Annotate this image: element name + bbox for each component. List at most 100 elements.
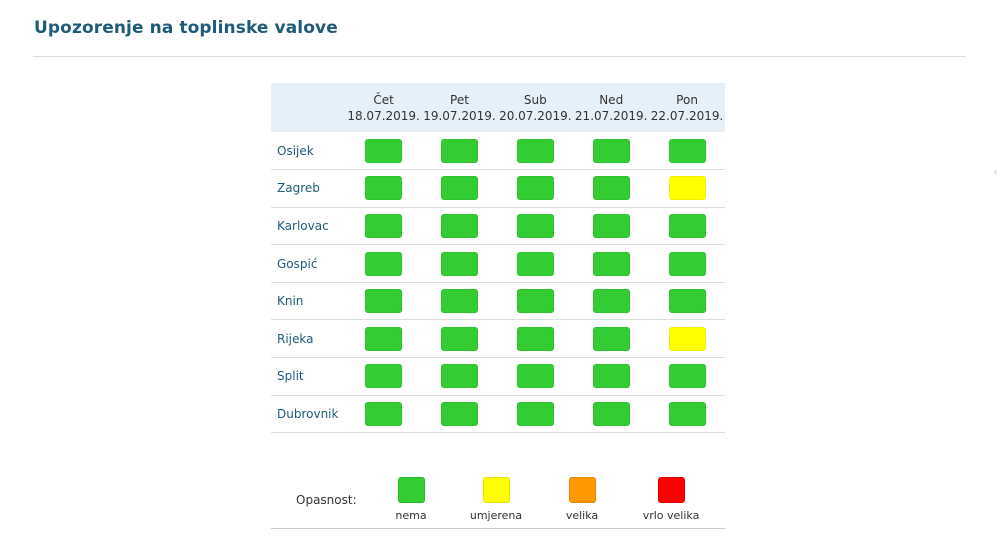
day-date: 18.07.2019. bbox=[347, 108, 420, 123]
day-header: Čet 18.07.2019. bbox=[346, 83, 422, 132]
warning-level-indicator bbox=[516, 326, 554, 351]
legend-item-vrlo-velika: vrlo velika bbox=[631, 477, 711, 522]
table-row: Zagreb bbox=[271, 170, 725, 208]
warning-cell bbox=[346, 207, 422, 245]
warning-cell bbox=[573, 207, 649, 245]
legend-text: vrlo velika bbox=[642, 509, 700, 522]
warning-level-indicator bbox=[668, 251, 706, 276]
table-corner-cell bbox=[271, 83, 346, 132]
day-name: Pet bbox=[450, 92, 469, 107]
warning-level-indicator bbox=[668, 138, 706, 163]
warning-level-indicator bbox=[592, 289, 630, 314]
warning-cell bbox=[346, 132, 422, 170]
warning-level-indicator bbox=[592, 251, 630, 276]
warning-cell bbox=[346, 395, 422, 433]
day-header: Pon 22.07.2019. bbox=[649, 83, 725, 132]
warning-cell bbox=[497, 395, 573, 433]
warning-cell bbox=[497, 132, 573, 170]
warning-cell bbox=[346, 282, 422, 320]
warning-level-indicator bbox=[668, 176, 706, 201]
warning-cell bbox=[573, 132, 649, 170]
legend-label: Opasnost: bbox=[296, 493, 357, 507]
legend-item-nema: nema bbox=[371, 477, 451, 522]
warning-cell bbox=[422, 132, 498, 170]
day-name: Ned bbox=[599, 92, 624, 107]
legend-item-velika: velika bbox=[542, 477, 622, 522]
warning-cell bbox=[346, 320, 422, 358]
city-name: Osijek bbox=[277, 143, 314, 158]
warning-cell bbox=[649, 320, 725, 358]
warning-level-indicator bbox=[365, 364, 403, 389]
warning-cell bbox=[573, 245, 649, 283]
warning-level-indicator bbox=[668, 401, 706, 426]
day-date: 21.07.2019. bbox=[574, 108, 648, 123]
warning-level-indicator bbox=[440, 138, 478, 163]
legend-text: velika bbox=[565, 509, 599, 522]
table-row: Rijeka bbox=[271, 320, 725, 358]
table-row: Knin bbox=[271, 282, 725, 320]
table-header-row: Čet 18.07.2019. Pet 19.07.2019. Sub 20.0… bbox=[271, 83, 725, 132]
day-name: Sub bbox=[523, 92, 547, 107]
warning-cell bbox=[649, 245, 725, 283]
warning-level-indicator bbox=[516, 364, 554, 389]
warning-level-indicator bbox=[516, 213, 554, 238]
warning-cell bbox=[346, 245, 422, 283]
legend-swatch bbox=[482, 477, 510, 503]
warning-level-indicator bbox=[440, 251, 478, 276]
warning-cell bbox=[422, 170, 498, 208]
city-name: Split bbox=[277, 369, 304, 384]
warning-cell bbox=[649, 207, 725, 245]
city-name: Gospić bbox=[277, 256, 318, 271]
warning-level-indicator bbox=[668, 289, 706, 314]
warning-level-indicator bbox=[365, 213, 403, 238]
warning-level-indicator bbox=[365, 401, 403, 426]
warning-level-indicator bbox=[592, 364, 630, 389]
warning-level-indicator bbox=[592, 138, 630, 163]
danger-legend: Opasnost: nema umjerena velika vrlo veli… bbox=[271, 471, 725, 529]
city-name: Karlovac bbox=[277, 218, 329, 233]
legend-text: umjerena bbox=[469, 509, 523, 522]
legend-swatch bbox=[568, 477, 596, 503]
warning-cell bbox=[346, 358, 422, 396]
day-date: 19.07.2019. bbox=[423, 108, 496, 123]
table-row: Karlovac bbox=[271, 207, 725, 245]
warning-level-indicator bbox=[365, 251, 403, 276]
day-header: Sub 20.07.2019. bbox=[497, 83, 573, 132]
warning-cell bbox=[573, 395, 649, 433]
warning-cell bbox=[497, 207, 573, 245]
warning-cell bbox=[422, 320, 498, 358]
warning-level-indicator bbox=[440, 401, 478, 426]
warning-level-indicator bbox=[365, 138, 403, 163]
legend-swatch bbox=[397, 477, 425, 503]
day-header: Pet 19.07.2019. bbox=[422, 83, 498, 132]
warning-level-indicator bbox=[592, 176, 630, 201]
warning-level-indicator bbox=[440, 364, 478, 389]
title-divider bbox=[33, 56, 966, 57]
day-header: Ned 21.07.2019. bbox=[573, 83, 649, 132]
table-row: Split bbox=[271, 358, 725, 396]
legend-item-umjerena: umjerena bbox=[456, 477, 536, 522]
warning-cell bbox=[422, 282, 498, 320]
legend-swatch bbox=[657, 477, 685, 503]
warning-cell bbox=[422, 395, 498, 433]
warning-level-indicator bbox=[440, 326, 478, 351]
warning-cell bbox=[422, 207, 498, 245]
warning-level-indicator bbox=[516, 289, 554, 314]
warning-level-indicator bbox=[592, 326, 630, 351]
page-title: Upozorenje na toplinske valove bbox=[34, 18, 338, 38]
city-name: Zagreb bbox=[277, 181, 320, 196]
table-body: Osijek Zagreb Karlovac Gospić Knin Rijeka Spli… bbox=[271, 132, 725, 433]
warning-level-indicator bbox=[668, 364, 706, 389]
warning-level-indicator bbox=[668, 213, 706, 238]
warning-cell bbox=[649, 170, 725, 208]
heatwave-warning-table: Čet 18.07.2019. Pet 19.07.2019. Sub 20.0… bbox=[271, 83, 725, 433]
warning-level-indicator bbox=[668, 326, 706, 351]
legend-text: nema bbox=[395, 509, 427, 522]
warning-level-indicator bbox=[516, 401, 554, 426]
warning-cell bbox=[497, 320, 573, 358]
day-date: 20.07.2019. bbox=[499, 108, 572, 123]
table-row: Gospić bbox=[271, 245, 725, 283]
warning-cell bbox=[649, 132, 725, 170]
city-name: Dubrovnik bbox=[277, 406, 339, 421]
warning-level-indicator bbox=[592, 401, 630, 426]
